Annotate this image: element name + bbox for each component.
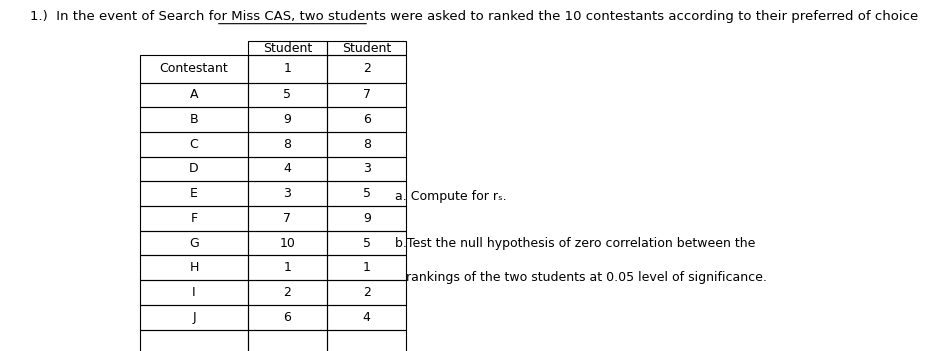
Bar — [327, 82, 407, 107]
Bar — [327, 330, 407, 351]
Bar — [140, 132, 247, 157]
Text: 4: 4 — [283, 163, 291, 176]
Text: 7: 7 — [363, 88, 371, 101]
Bar — [247, 55, 327, 82]
Bar — [247, 181, 327, 206]
Text: rankings of the two students at 0.05 level of significance.: rankings of the two students at 0.05 lev… — [407, 271, 767, 284]
Text: 5: 5 — [363, 187, 371, 200]
Bar — [327, 305, 407, 330]
Bar — [140, 82, 247, 107]
Bar — [247, 157, 327, 181]
Text: E: E — [190, 187, 198, 200]
Bar — [140, 206, 247, 231]
Text: 9: 9 — [363, 212, 371, 225]
Text: 4: 4 — [363, 311, 371, 324]
Bar — [327, 132, 407, 157]
Bar — [327, 231, 407, 256]
Bar — [247, 132, 327, 157]
Bar — [327, 107, 407, 132]
Bar — [247, 206, 327, 231]
Bar — [140, 305, 247, 330]
Text: J: J — [192, 311, 196, 324]
Bar — [140, 157, 247, 181]
Text: 8: 8 — [283, 138, 291, 151]
Bar — [327, 280, 407, 305]
Text: Student: Student — [342, 41, 392, 54]
Text: A: A — [190, 88, 198, 101]
Text: b.Test the null hypothesis of zero correlation between the: b.Test the null hypothesis of zero corre… — [394, 237, 755, 250]
Text: 8: 8 — [363, 138, 371, 151]
Text: 1: 1 — [283, 62, 291, 75]
Text: I: I — [192, 286, 196, 299]
Bar — [247, 305, 327, 330]
Bar — [327, 256, 407, 280]
Text: G: G — [189, 237, 199, 250]
Bar — [327, 41, 407, 55]
Text: Student: Student — [263, 41, 312, 54]
Text: 10: 10 — [280, 237, 295, 250]
Bar — [140, 181, 247, 206]
Bar — [140, 55, 247, 82]
Text: B: B — [190, 113, 198, 126]
Text: 2: 2 — [363, 62, 371, 75]
Bar — [247, 280, 327, 305]
Text: 3: 3 — [283, 187, 291, 200]
Text: 5: 5 — [363, 237, 371, 250]
Text: 5: 5 — [283, 88, 291, 101]
Bar — [247, 82, 327, 107]
Text: 1: 1 — [363, 261, 371, 274]
Text: 3: 3 — [363, 163, 371, 176]
Text: 7: 7 — [283, 212, 291, 225]
Text: H: H — [190, 261, 199, 274]
Bar — [327, 55, 407, 82]
Bar — [327, 181, 407, 206]
Text: 2: 2 — [283, 286, 291, 299]
Text: 6: 6 — [283, 311, 291, 324]
Text: F: F — [191, 212, 197, 225]
Bar — [327, 206, 407, 231]
Bar — [247, 256, 327, 280]
Text: 1: 1 — [283, 261, 291, 274]
Bar — [140, 107, 247, 132]
Text: 2: 2 — [363, 286, 371, 299]
Bar — [247, 41, 327, 55]
Bar — [140, 280, 247, 305]
Bar — [247, 330, 327, 351]
Bar — [140, 256, 247, 280]
Bar — [140, 330, 247, 351]
Text: 6: 6 — [363, 113, 371, 126]
Text: a. Compute for rₛ.: a. Compute for rₛ. — [394, 190, 506, 203]
Text: D: D — [190, 163, 199, 176]
Bar — [247, 231, 327, 256]
Text: 9: 9 — [283, 113, 291, 126]
Text: C: C — [190, 138, 198, 151]
Bar — [327, 157, 407, 181]
Bar — [140, 231, 247, 256]
Text: 1.)  In the event of Search for Miss CAS, two students were asked to ranked the : 1.) In the event of Search for Miss CAS,… — [30, 10, 918, 23]
Text: Contestant: Contestant — [159, 62, 228, 75]
Bar — [247, 107, 327, 132]
